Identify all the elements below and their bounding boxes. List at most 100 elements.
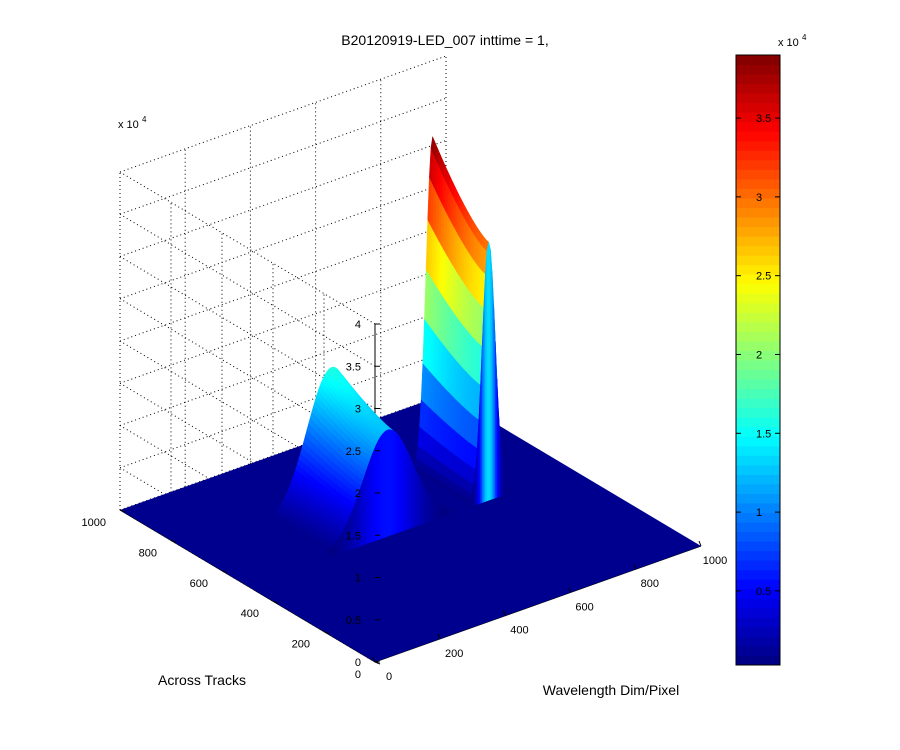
colorbar-band	[736, 283, 780, 294]
colorbar-band	[736, 607, 780, 618]
colorbar-frame	[735, 54, 781, 666]
colorbar-band	[736, 455, 780, 466]
colorbar-band	[736, 512, 780, 523]
colorbar-band	[736, 121, 780, 132]
colorbar-band	[736, 598, 780, 609]
x-tick-label: 400	[510, 625, 528, 637]
y-tick-mark	[119, 509, 126, 513]
colorbar-exponent-power: 4	[802, 33, 807, 42]
chart-title: B20120919-LED_007 inttime = 1,	[341, 32, 548, 48]
colorbar-band	[736, 655, 780, 666]
colorbar-band	[736, 369, 780, 380]
x-tick-mark	[568, 587, 572, 593]
y-tick-mark	[272, 600, 279, 604]
y-tick-mark	[374, 661, 381, 665]
z-tick-label: 4	[355, 319, 361, 331]
colorbar-band	[736, 560, 780, 571]
colorbar-band	[736, 178, 780, 189]
colorbar-band	[736, 645, 780, 656]
axes-front: 0 0.5 1 1.5 2 2.5 3 3.5 4 0 200 400 600 800 1000 0 200 40…	[82, 319, 728, 683]
colorbar-band	[736, 264, 780, 275]
colorbar-band	[736, 388, 780, 399]
y-axis-label: Across Tracks	[158, 672, 246, 688]
colorbar-band	[736, 331, 780, 342]
grid-line-back-z	[119, 55, 447, 173]
colorbar-band	[736, 226, 780, 237]
y-tick-mark	[170, 539, 177, 543]
colorbar-band	[736, 483, 780, 494]
colorbar-band	[736, 312, 780, 323]
colorbar-band	[736, 426, 780, 437]
grid-line-back-z	[119, 266, 447, 384]
colorbar-tick-label: 3	[756, 192, 762, 204]
colorbar-band	[736, 55, 780, 66]
grid-line-back-z	[119, 224, 447, 342]
colorbar-band	[736, 464, 780, 475]
colorbar-band	[736, 83, 780, 94]
colorbar-tick-label: 1	[756, 507, 762, 519]
colorbar-band	[736, 112, 780, 123]
grid-line-back-z	[119, 340, 376, 494]
colorbar-tick-label: 1.5	[756, 428, 771, 440]
colorbar-band	[736, 407, 780, 418]
z-tick-label: 3	[355, 404, 361, 416]
colorbar-band	[736, 245, 780, 256]
y-tick-label: 600	[190, 578, 208, 590]
z-tick-label: 2	[355, 488, 361, 500]
x-tick-mark	[698, 540, 702, 547]
grid-line-back-z	[119, 256, 376, 409]
colorbar-band	[736, 502, 780, 513]
y-tick-label: 800	[139, 547, 157, 559]
grid-line-back-z	[119, 382, 376, 536]
x-tick-mark	[437, 633, 441, 639]
z-exponent: x 10 4	[118, 115, 147, 131]
colorbar-band	[736, 102, 780, 113]
colorbar-tick-label: 2	[756, 349, 762, 361]
y-tick-label: 1000	[82, 517, 106, 529]
surface	[120, 136, 701, 662]
colorbar-band	[736, 617, 780, 628]
colorbar-band	[736, 302, 780, 313]
surface-front-face	[447, 508, 450, 516]
colorbar-band	[736, 169, 780, 180]
colorbar-band	[736, 207, 780, 218]
y-tick-label: 200	[292, 639, 310, 651]
colorbar-band	[736, 64, 780, 75]
grid-line-back-z	[119, 182, 447, 300]
x-axis-label: Wavelength Dim/Pixel	[543, 682, 679, 698]
x-tick-label: 600	[575, 601, 593, 613]
grid-line-back-z	[119, 140, 447, 257]
x-tick-label: 1000	[703, 555, 727, 567]
x-tick-mark	[633, 564, 637, 570]
colorbar-band	[736, 140, 780, 151]
colorbar-band	[736, 379, 780, 390]
grid-line-back-z	[119, 351, 447, 469]
colorbar-band	[736, 636, 780, 647]
colorbar: 0.5 1 1.5 2 2.5 3 3.5	[735, 54, 781, 666]
colorbar-band	[736, 493, 780, 504]
y-tick-mark	[323, 631, 330, 635]
colorbar-band	[736, 293, 780, 304]
colorbar-band	[736, 150, 780, 161]
colorbar-band	[736, 159, 780, 170]
colorbar-band	[736, 321, 780, 332]
y-tick-label: 0	[355, 669, 361, 681]
colorbar-tick-label: 2.5	[756, 271, 771, 283]
colorbar-band	[736, 197, 780, 208]
grid-line-back-z	[119, 171, 376, 325]
colorbar-band	[736, 474, 780, 485]
x-tick-label: 200	[445, 648, 463, 660]
colorbar-band	[736, 417, 780, 428]
colorbar-band	[736, 74, 780, 85]
colorbar-exponent-label: x 10	[778, 37, 799, 49]
colorbar-tick-label: 0.5	[756, 586, 771, 598]
colorbar-band	[736, 188, 780, 199]
colorbar-band	[736, 398, 780, 409]
x-tick-label: 800	[641, 578, 659, 590]
grid-line-back-z	[119, 298, 376, 452]
colorbar-band	[736, 579, 780, 590]
colorbar-band	[736, 255, 780, 266]
colorbar-band	[736, 360, 780, 371]
colorbar-band	[736, 131, 780, 142]
